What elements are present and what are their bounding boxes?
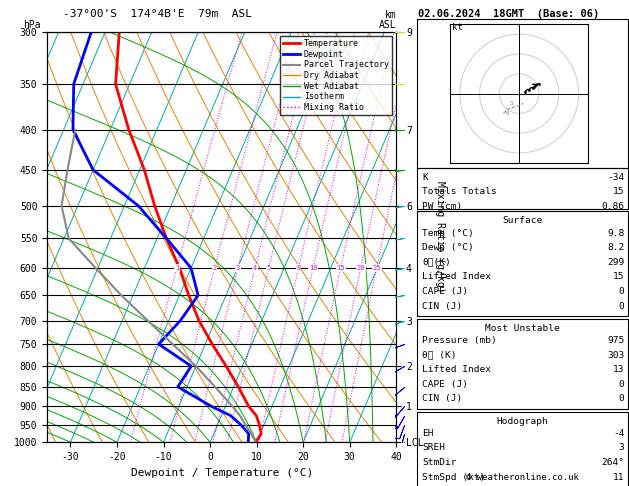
- Text: Lifted Index: Lifted Index: [422, 365, 491, 374]
- Text: 11: 11: [613, 472, 625, 482]
- Text: 264°: 264°: [601, 458, 625, 467]
- Text: 3: 3: [509, 102, 513, 106]
- Text: 0: 0: [619, 380, 625, 389]
- Text: 5: 5: [267, 265, 270, 271]
- Text: 0: 0: [619, 395, 625, 403]
- Text: θᴄ (K): θᴄ (K): [422, 351, 457, 360]
- Text: Temp (°C): Temp (°C): [422, 229, 474, 238]
- Text: CAPE (J): CAPE (J): [422, 380, 468, 389]
- Text: θᴄ(K): θᴄ(K): [422, 258, 451, 267]
- Text: StmDir: StmDir: [422, 458, 457, 467]
- Text: EH: EH: [422, 429, 433, 438]
- Text: CAPE (J): CAPE (J): [422, 287, 468, 296]
- Y-axis label: Mixing Ratio (g/kg): Mixing Ratio (g/kg): [435, 181, 445, 293]
- Text: © weatheronline.co.uk: © weatheronline.co.uk: [466, 473, 579, 482]
- Text: 0.86: 0.86: [601, 202, 625, 211]
- Text: 10: 10: [309, 265, 318, 271]
- Text: 299: 299: [608, 258, 625, 267]
- Legend: Temperature, Dewpoint, Parcel Trajectory, Dry Adiabat, Wet Adiabat, Isotherm, Mi: Temperature, Dewpoint, Parcel Trajectory…: [280, 36, 392, 115]
- Text: Totals Totals: Totals Totals: [422, 187, 497, 196]
- Text: 0: 0: [505, 111, 509, 116]
- Text: CIN (J): CIN (J): [422, 395, 462, 403]
- Text: Surface: Surface: [503, 216, 542, 226]
- Text: 3: 3: [619, 444, 625, 452]
- Text: 3: 3: [236, 265, 240, 271]
- Text: Most Unstable: Most Unstable: [485, 324, 560, 333]
- Text: 8.2: 8.2: [608, 243, 625, 252]
- Text: CIN (J): CIN (J): [422, 302, 462, 311]
- Text: 2: 2: [213, 265, 216, 271]
- Text: -34: -34: [608, 173, 625, 182]
- Text: 0: 0: [619, 302, 625, 311]
- Text: 20: 20: [357, 265, 365, 271]
- Text: 4: 4: [253, 265, 257, 271]
- Text: 0: 0: [619, 287, 625, 296]
- Text: kt: kt: [452, 23, 463, 32]
- Text: 15: 15: [613, 273, 625, 281]
- Text: 975: 975: [608, 336, 625, 345]
- Text: 15: 15: [337, 265, 345, 271]
- Text: km
ASL: km ASL: [379, 10, 396, 30]
- Text: hPa: hPa: [23, 19, 40, 30]
- Text: -4: -4: [613, 429, 625, 438]
- Text: Hodograph: Hodograph: [496, 417, 548, 426]
- Text: 8: 8: [296, 265, 301, 271]
- Text: 1: 1: [175, 265, 179, 271]
- Text: 25: 25: [372, 265, 381, 271]
- Text: 13: 13: [613, 365, 625, 374]
- Text: 303: 303: [608, 351, 625, 360]
- Text: -37°00'S  174°4B'E  79m  ASL: -37°00'S 174°4B'E 79m ASL: [63, 9, 252, 19]
- Text: SREH: SREH: [422, 444, 445, 452]
- X-axis label: Dewpoint / Temperature (°C): Dewpoint / Temperature (°C): [131, 468, 313, 478]
- Text: StmSpd (kt): StmSpd (kt): [422, 472, 486, 482]
- Text: Pressure (mb): Pressure (mb): [422, 336, 497, 345]
- Text: PW (cm): PW (cm): [422, 202, 462, 211]
- Text: 9.8: 9.8: [608, 229, 625, 238]
- Text: K: K: [422, 173, 428, 182]
- Text: 15: 15: [613, 187, 625, 196]
- Text: Lifted Index: Lifted Index: [422, 273, 491, 281]
- Text: 02.06.2024  18GMT  (Base: 06): 02.06.2024 18GMT (Base: 06): [418, 9, 599, 19]
- Text: Dewp (°C): Dewp (°C): [422, 243, 474, 252]
